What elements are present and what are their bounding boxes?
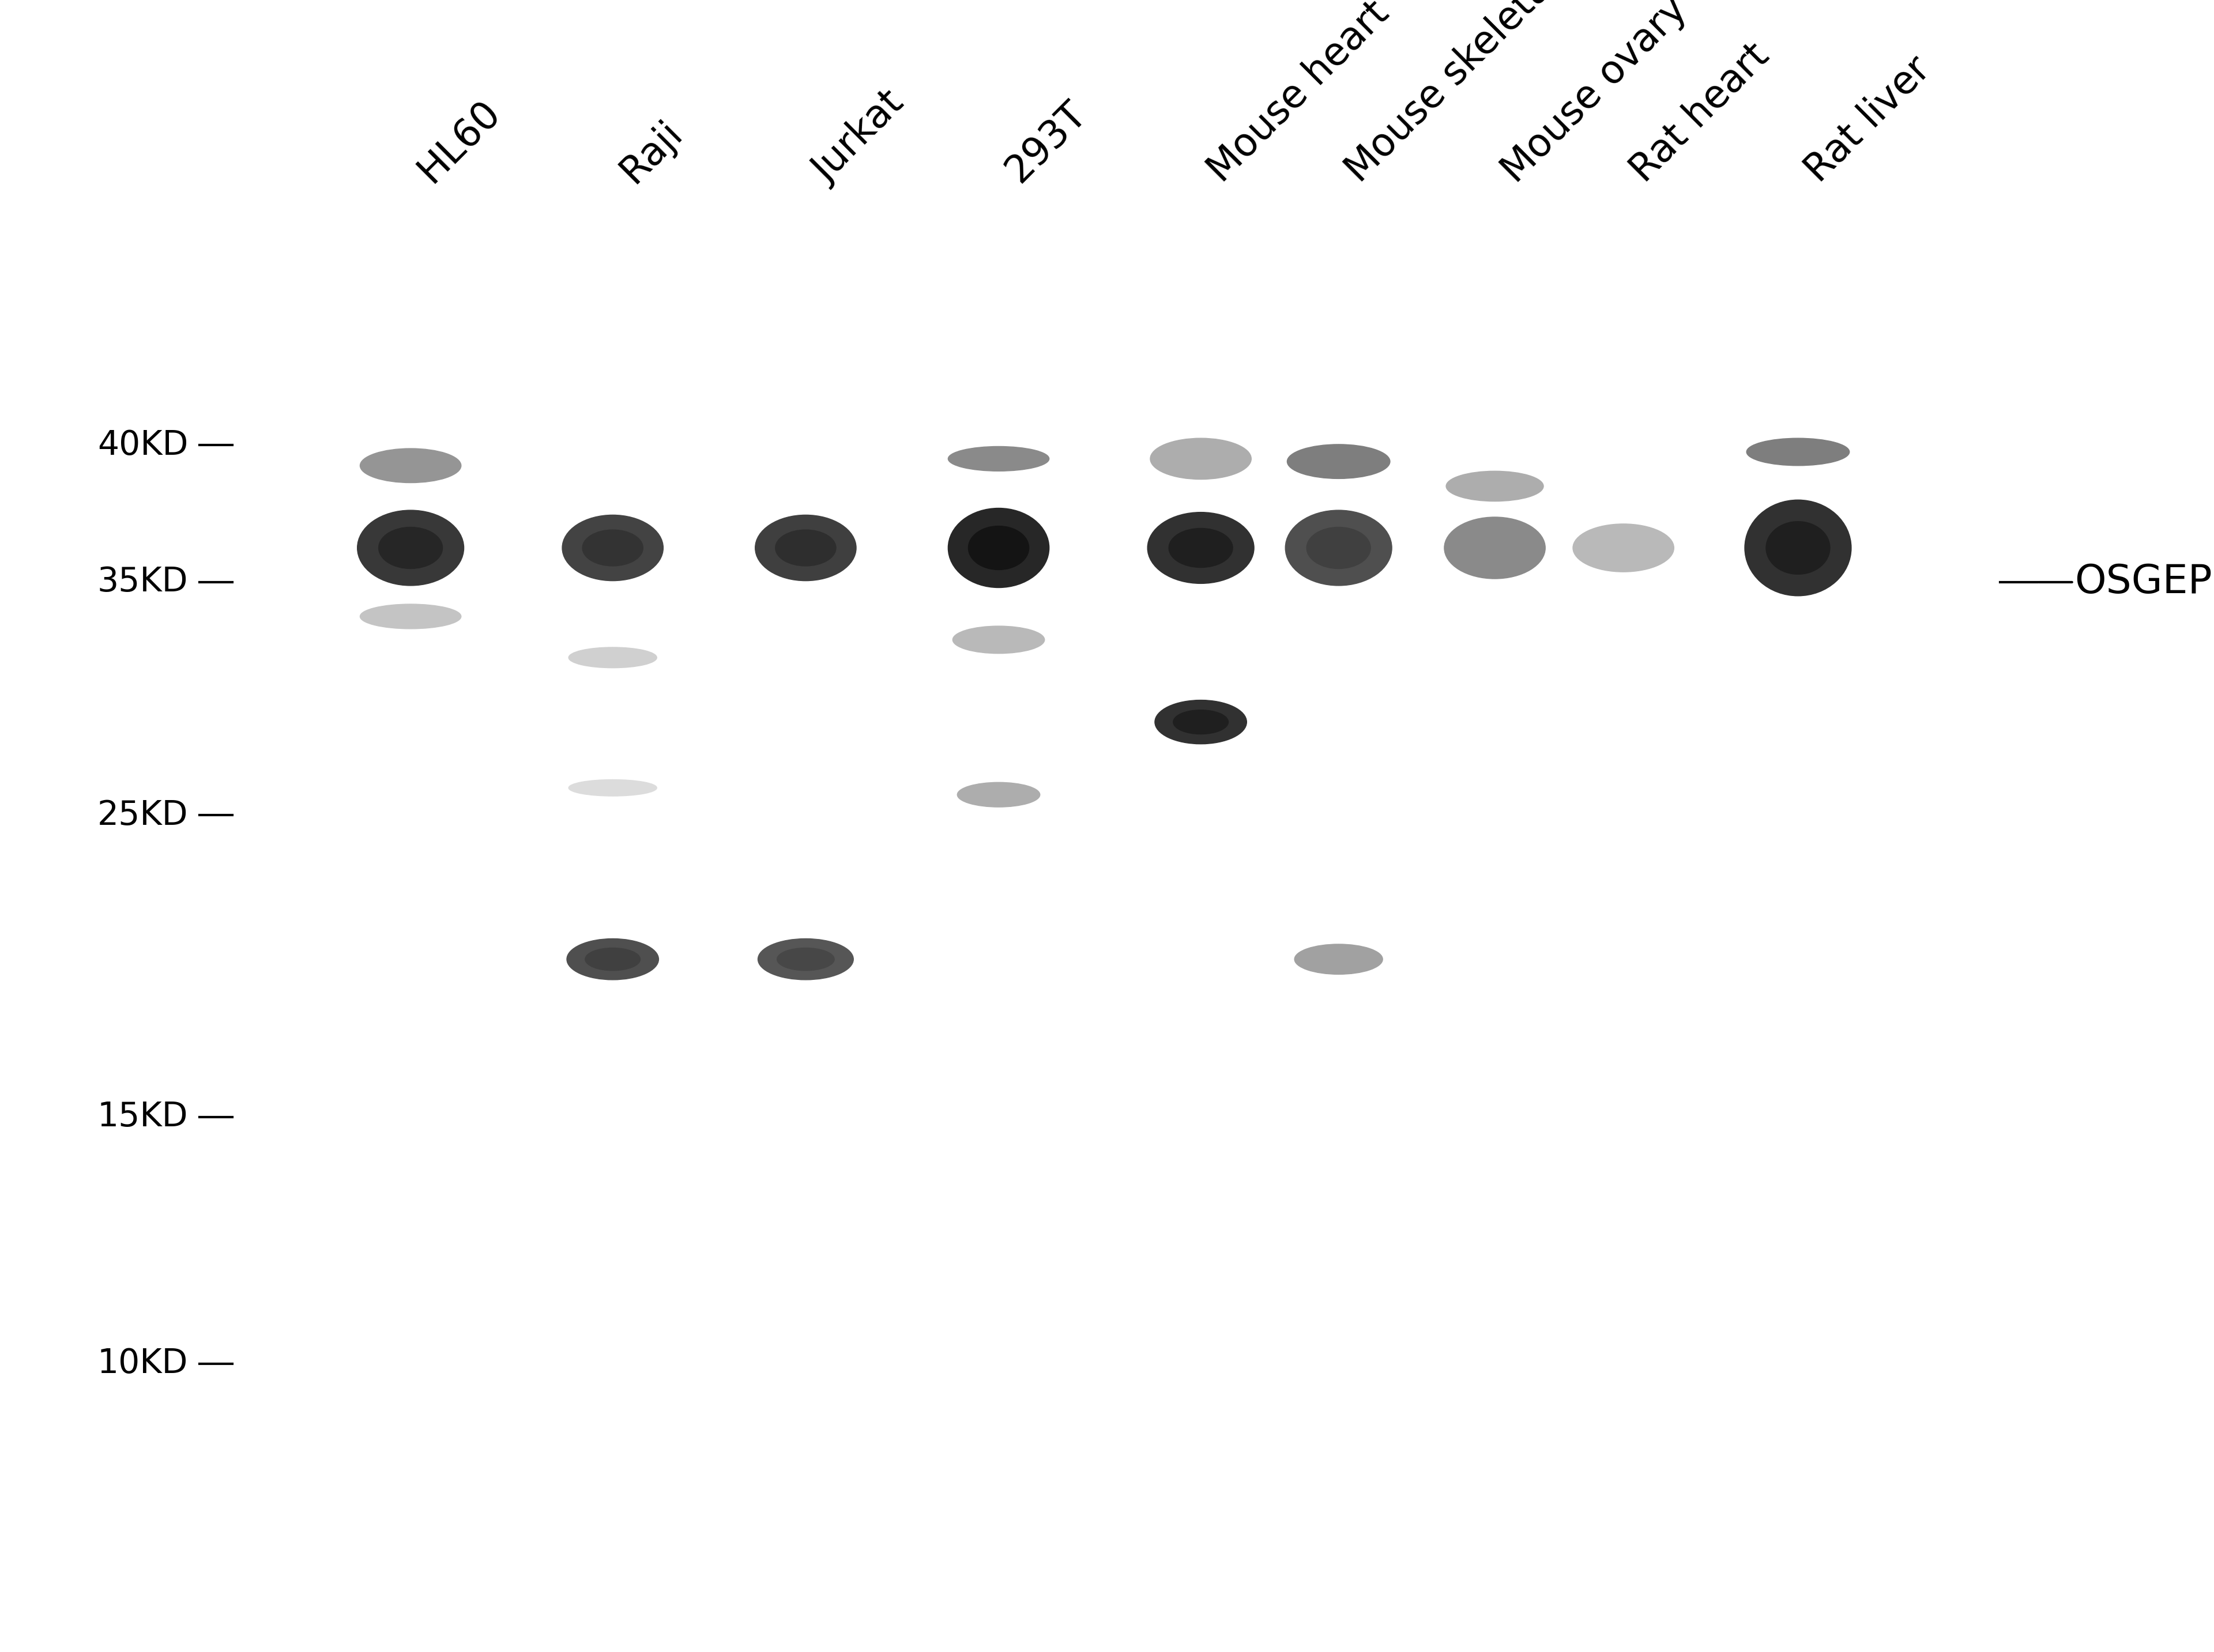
Text: Mouse skeletal muscle: Mouse skeletal muscle — [1339, 0, 1672, 190]
Ellipse shape — [1444, 517, 1545, 578]
Ellipse shape — [1446, 471, 1543, 501]
Ellipse shape — [1156, 700, 1246, 743]
Ellipse shape — [361, 448, 461, 482]
Ellipse shape — [775, 530, 837, 567]
Text: Rat heart: Rat heart — [1623, 36, 1776, 190]
Ellipse shape — [1306, 527, 1370, 568]
Ellipse shape — [948, 446, 1049, 471]
Ellipse shape — [777, 948, 835, 970]
Text: 10KD: 10KD — [97, 1348, 188, 1379]
Ellipse shape — [755, 515, 857, 582]
Ellipse shape — [1286, 444, 1390, 479]
Text: Mouse ovary: Mouse ovary — [1494, 0, 1694, 190]
Ellipse shape — [1745, 501, 1851, 596]
Ellipse shape — [757, 938, 852, 980]
Text: OSGEP: OSGEP — [2075, 563, 2212, 601]
Ellipse shape — [1151, 438, 1251, 479]
Text: Raji: Raji — [613, 112, 689, 190]
Ellipse shape — [361, 605, 461, 629]
Ellipse shape — [584, 948, 640, 970]
Ellipse shape — [956, 783, 1041, 808]
Ellipse shape — [952, 626, 1045, 654]
Ellipse shape — [569, 780, 658, 796]
Ellipse shape — [562, 515, 664, 582]
Text: 35KD: 35KD — [97, 565, 188, 598]
Text: HL60: HL60 — [410, 93, 507, 190]
Ellipse shape — [948, 509, 1049, 588]
Ellipse shape — [1286, 510, 1393, 585]
Ellipse shape — [1767, 522, 1831, 575]
Ellipse shape — [379, 527, 443, 568]
Text: Mouse heart: Mouse heart — [1200, 0, 1397, 190]
Text: Jurkat: Jurkat — [806, 84, 912, 190]
Ellipse shape — [1147, 512, 1253, 583]
Ellipse shape — [567, 938, 660, 980]
Text: Rat liver: Rat liver — [1798, 50, 1937, 190]
Ellipse shape — [582, 530, 642, 567]
Text: 293T: 293T — [999, 94, 1094, 190]
Ellipse shape — [1295, 945, 1384, 975]
Ellipse shape — [1169, 529, 1233, 568]
Ellipse shape — [356, 510, 465, 585]
Text: 25KD: 25KD — [97, 800, 188, 831]
Text: 15KD: 15KD — [97, 1100, 188, 1133]
Ellipse shape — [968, 525, 1030, 570]
Ellipse shape — [1173, 710, 1229, 733]
Ellipse shape — [569, 648, 658, 667]
Text: 40KD: 40KD — [97, 428, 188, 461]
Ellipse shape — [1572, 524, 1674, 572]
Ellipse shape — [1747, 438, 1849, 466]
